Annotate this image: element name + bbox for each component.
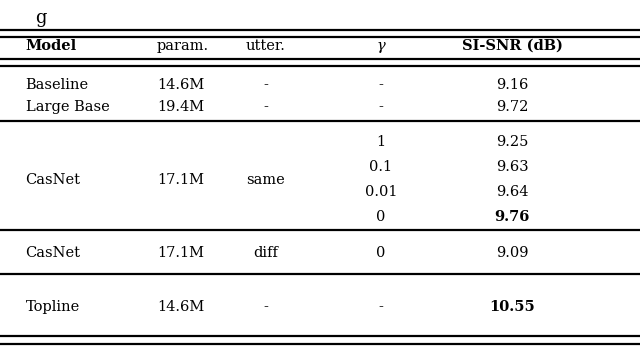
Text: 17.1M: 17.1M bbox=[157, 246, 204, 260]
Text: 9.25: 9.25 bbox=[496, 135, 528, 150]
Text: Baseline: Baseline bbox=[26, 78, 89, 93]
Text: 0.1: 0.1 bbox=[369, 160, 392, 174]
Text: 0: 0 bbox=[376, 246, 385, 260]
Text: Large Base: Large Base bbox=[26, 100, 109, 114]
Text: -: - bbox=[378, 300, 383, 314]
Text: param.: param. bbox=[157, 38, 209, 53]
Text: CasNet: CasNet bbox=[26, 173, 81, 187]
Text: g: g bbox=[35, 9, 47, 27]
Text: -: - bbox=[263, 300, 268, 314]
Text: 0: 0 bbox=[376, 210, 385, 224]
Text: 9.72: 9.72 bbox=[496, 100, 528, 114]
Text: 9.09: 9.09 bbox=[496, 246, 528, 260]
Text: diff: diff bbox=[253, 246, 278, 260]
Text: -: - bbox=[378, 100, 383, 114]
Text: -: - bbox=[263, 100, 268, 114]
Text: utter.: utter. bbox=[246, 38, 285, 53]
Text: -: - bbox=[263, 78, 268, 93]
Text: 9.16: 9.16 bbox=[496, 78, 528, 93]
Text: Model: Model bbox=[26, 38, 77, 53]
Text: Topline: Topline bbox=[26, 300, 80, 314]
Text: same: same bbox=[246, 173, 285, 187]
Text: γ: γ bbox=[376, 38, 385, 53]
Text: 0.01: 0.01 bbox=[365, 185, 397, 199]
Text: 14.6M: 14.6M bbox=[157, 300, 204, 314]
Text: -: - bbox=[378, 78, 383, 93]
Text: 9.64: 9.64 bbox=[496, 185, 528, 199]
Text: 14.6M: 14.6M bbox=[157, 78, 204, 93]
Text: SI-SNR (dB): SI-SNR (dB) bbox=[461, 38, 563, 53]
Text: 1: 1 bbox=[376, 135, 385, 150]
Text: CasNet: CasNet bbox=[26, 246, 81, 260]
Text: 9.63: 9.63 bbox=[496, 160, 528, 174]
Text: 10.55: 10.55 bbox=[489, 300, 535, 314]
Text: 9.76: 9.76 bbox=[494, 210, 530, 224]
Text: 17.1M: 17.1M bbox=[157, 173, 204, 187]
Text: 19.4M: 19.4M bbox=[157, 100, 204, 114]
